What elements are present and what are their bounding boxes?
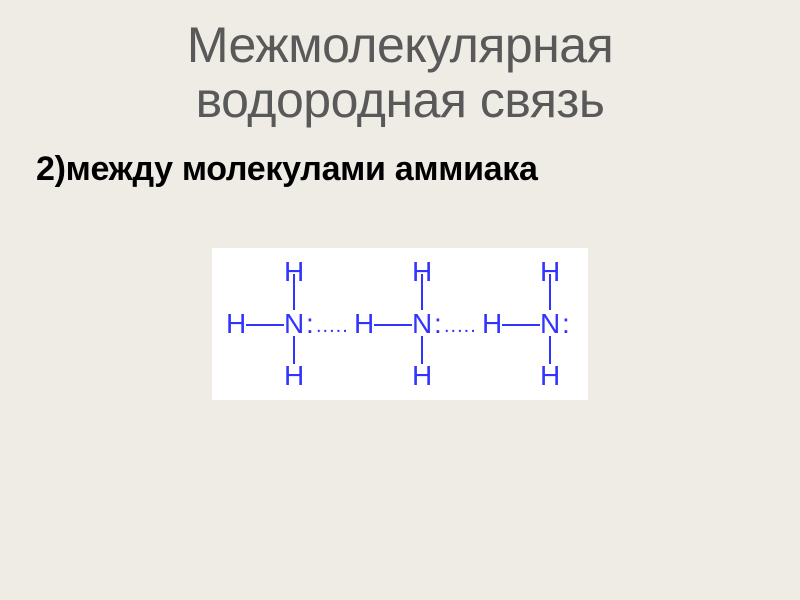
atom-h: H (284, 362, 304, 390)
atom-n: N (412, 310, 432, 338)
lone-pair: : (562, 310, 570, 338)
hydrogen-bond: ..... (316, 316, 349, 336)
bond (549, 336, 551, 364)
atom-h: H (540, 362, 560, 390)
atom-h: H (226, 310, 246, 338)
hydrogen-bond: ..... (444, 316, 477, 336)
bond (246, 324, 284, 326)
title-line-1: Межмолекулярная (187, 17, 613, 73)
atom-h: H (482, 310, 502, 338)
bond (293, 274, 295, 310)
bond (502, 324, 540, 326)
bullet-text: 2)между молекулами аммиака (36, 150, 538, 189)
bond (549, 274, 551, 310)
lone-pair: : (434, 310, 442, 338)
bond (421, 336, 423, 364)
atom-h: H (354, 310, 374, 338)
atom-n: N (284, 310, 304, 338)
lone-pair: : (306, 310, 314, 338)
atom-n: N (540, 310, 560, 338)
slide: Межмолекулярная водородная связь 2)между… (0, 0, 800, 600)
bond (421, 274, 423, 310)
title-line-2: водородная связь (196, 72, 605, 128)
molecule-figure: HNHH:HNHH:HNHH:.......... (212, 248, 588, 400)
atom-h: H (412, 362, 432, 390)
bond (293, 336, 295, 364)
bond (374, 324, 412, 326)
slide-title: Межмолекулярная водородная связь (0, 0, 800, 128)
